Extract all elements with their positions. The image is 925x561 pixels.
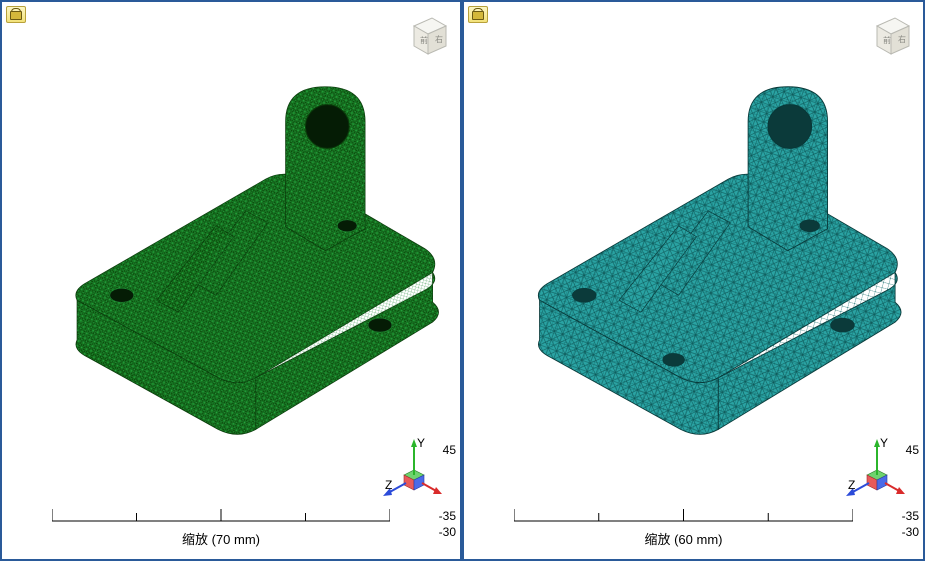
axis-y-label: Y bbox=[880, 436, 888, 450]
axis-y-label: Y bbox=[417, 436, 425, 450]
axis-z-label: Z bbox=[848, 478, 855, 492]
scale-ruler: 缩放 (60 mm) bbox=[514, 509, 853, 547]
viewport-right[interactable]: 前 右 Y Z 45 -35 -30 bbox=[462, 0, 925, 561]
viewport-canvas[interactable]: 前 右 Y Z 45 -35 -30 bbox=[464, 2, 923, 559]
viewport-canvas[interactable]: 前 右 Y Z bbox=[2, 2, 460, 559]
scale-label: 缩放 (60 mm) bbox=[514, 529, 853, 548]
axis-x-value: 45 bbox=[906, 443, 919, 457]
tick-label-1: -35 bbox=[439, 509, 456, 523]
viewcube-right-label: 右 bbox=[435, 34, 443, 44]
scale-ruler: 缩放 (70 mm) bbox=[52, 509, 390, 547]
viewcube[interactable]: 前 右 bbox=[865, 8, 915, 58]
viewcube[interactable]: 前 右 bbox=[402, 8, 452, 58]
tick-label-2: -30 bbox=[902, 525, 919, 539]
tick-label-2: -30 bbox=[439, 525, 456, 539]
viewcube-front-label: 前 bbox=[883, 35, 891, 45]
lock-icon[interactable] bbox=[468, 6, 488, 23]
viewcube-front-label: 前 bbox=[420, 35, 428, 45]
tick-label-1: -35 bbox=[902, 509, 919, 523]
axis-triad[interactable]: Y Z bbox=[847, 439, 897, 499]
axis-x-value: 45 bbox=[443, 443, 456, 457]
lock-icon[interactable] bbox=[6, 6, 26, 23]
scale-label: 缩放 (70 mm) bbox=[52, 529, 390, 548]
mesh-render-right[interactable] bbox=[479, 52, 908, 479]
axis-z-label: Z bbox=[385, 478, 392, 492]
mesh-render-left[interactable] bbox=[17, 52, 445, 479]
viewport-left[interactable]: 前 右 Y Z bbox=[0, 0, 462, 561]
axis-triad[interactable]: Y Z bbox=[384, 439, 434, 499]
viewcube-right-label: 右 bbox=[898, 34, 906, 44]
